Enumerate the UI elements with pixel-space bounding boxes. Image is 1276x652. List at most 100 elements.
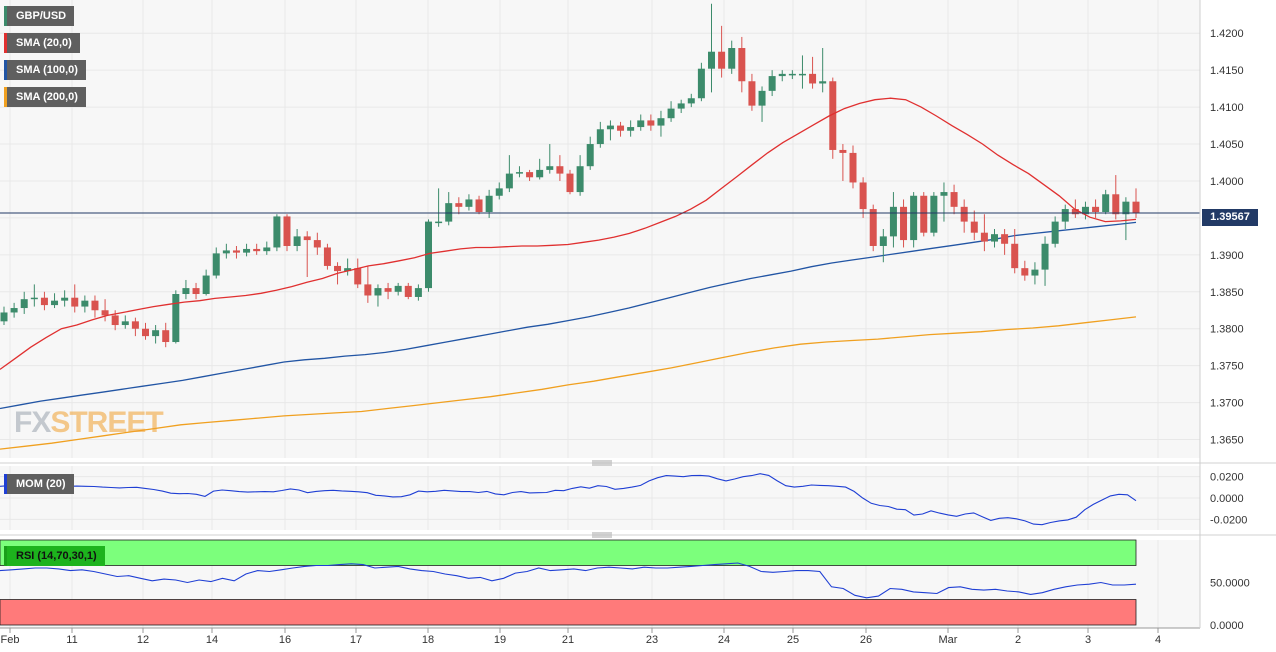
candle xyxy=(748,73,756,111)
candle-body xyxy=(748,81,756,106)
candle-body xyxy=(879,236,887,246)
time-tick-label: 19 xyxy=(494,634,506,646)
sma20-path xyxy=(0,97,1137,370)
legend-mom[interactable]: MOM (20) xyxy=(4,474,74,494)
legend-sma200[interactable]: SMA (200,0) xyxy=(4,87,86,107)
legend-rsi[interactable]: RSI (14,70,30,1) xyxy=(4,546,105,566)
candle xyxy=(243,243,251,257)
candle xyxy=(354,258,362,289)
time-tick-label: Mar xyxy=(939,634,958,646)
momentum-panel: 0.0200 0.0000 -0.0200 xyxy=(0,472,1247,526)
rsi-line xyxy=(0,562,1137,599)
legend-swatch xyxy=(4,6,7,26)
candle-body xyxy=(505,173,513,189)
candle-body xyxy=(708,51,715,69)
candle-body xyxy=(182,288,190,295)
time-tick-label: Feb xyxy=(1,634,20,646)
sma100-line xyxy=(0,221,1137,410)
candle-body xyxy=(293,236,301,246)
candle xyxy=(404,282,412,300)
candle-body xyxy=(1021,268,1029,276)
candle xyxy=(172,290,180,344)
candle xyxy=(556,155,564,181)
candle xyxy=(475,195,483,215)
candle xyxy=(1071,199,1079,218)
candle xyxy=(1061,204,1069,229)
legend-swatch xyxy=(4,60,7,80)
candle xyxy=(1122,197,1130,241)
candle-body xyxy=(71,297,79,307)
time-tick-label: 14 xyxy=(206,634,218,646)
candle xyxy=(0,306,8,326)
candle xyxy=(515,166,523,178)
candle-body xyxy=(212,253,220,276)
candle-body xyxy=(778,73,786,77)
candle xyxy=(526,169,534,181)
candle-body xyxy=(758,90,766,106)
candle-body xyxy=(131,321,139,329)
candle xyxy=(839,144,847,181)
candle xyxy=(637,114,645,131)
candle xyxy=(51,293,59,309)
legend-label: MOM (20) xyxy=(16,478,66,490)
candle xyxy=(273,214,281,252)
candle xyxy=(495,182,503,200)
sma200-path xyxy=(0,316,1137,450)
panel-dividers[interactable] xyxy=(0,0,1276,628)
candle-body xyxy=(81,300,89,307)
legend-sma100[interactable]: SMA (100,0) xyxy=(4,60,86,80)
candle-body xyxy=(495,188,503,196)
candle-body xyxy=(849,152,857,183)
candle-body xyxy=(1132,201,1140,213)
legend-gbpusd[interactable]: GBP/USD xyxy=(4,6,75,26)
candle-body xyxy=(586,144,594,167)
candle xyxy=(1021,260,1029,281)
candle xyxy=(1001,229,1009,255)
candle xyxy=(708,3,715,93)
candle-body xyxy=(1011,243,1019,269)
legend-label: RSI (14,70,30,1) xyxy=(16,550,97,562)
current-price-tag: 1.39567 xyxy=(1202,209,1258,226)
legend-sma20[interactable]: SMA (20,0) xyxy=(4,33,80,53)
candle-body xyxy=(859,182,867,210)
candle xyxy=(980,214,988,252)
mom-tick-label: 0.0200 xyxy=(1210,472,1244,484)
mom-tick-label: 0.0000 xyxy=(1210,493,1244,505)
candle xyxy=(303,231,311,278)
candle-body xyxy=(445,203,453,222)
candle xyxy=(687,93,695,108)
candle-body xyxy=(950,192,958,207)
candle-body xyxy=(667,108,675,119)
candle xyxy=(728,40,736,74)
price-tick-label: 1.4000 xyxy=(1210,176,1244,188)
candle-body xyxy=(374,288,382,296)
candle-body xyxy=(1041,243,1049,270)
candle xyxy=(414,284,422,301)
candle-body xyxy=(1081,206,1089,215)
candle-body xyxy=(718,51,726,69)
legend-label: SMA (100,0) xyxy=(16,64,78,76)
candle-body xyxy=(273,216,281,248)
legend-swatch xyxy=(4,87,7,107)
candle-body xyxy=(606,125,614,130)
candle xyxy=(596,121,604,148)
candle-body xyxy=(677,103,685,109)
candle-body xyxy=(0,312,8,322)
candle xyxy=(71,284,79,313)
logo-fx: FX xyxy=(14,406,51,439)
candle-body xyxy=(414,288,422,297)
candle-body xyxy=(970,221,978,233)
candle xyxy=(576,155,584,196)
candle xyxy=(192,282,200,300)
candle xyxy=(323,243,331,270)
time-axis: Feb 11 12 14 16 17 18 19 21 23 24 25 26 Mar 2 3 4 xyxy=(0,627,1200,646)
time-tick-label: 12 xyxy=(137,634,149,646)
mom-line xyxy=(0,473,1137,526)
candle xyxy=(10,302,18,318)
candle xyxy=(121,315,129,329)
candle-body xyxy=(637,120,645,128)
candle xyxy=(313,232,321,255)
candle-body xyxy=(253,248,261,252)
candle xyxy=(20,291,28,314)
candle xyxy=(970,210,978,241)
